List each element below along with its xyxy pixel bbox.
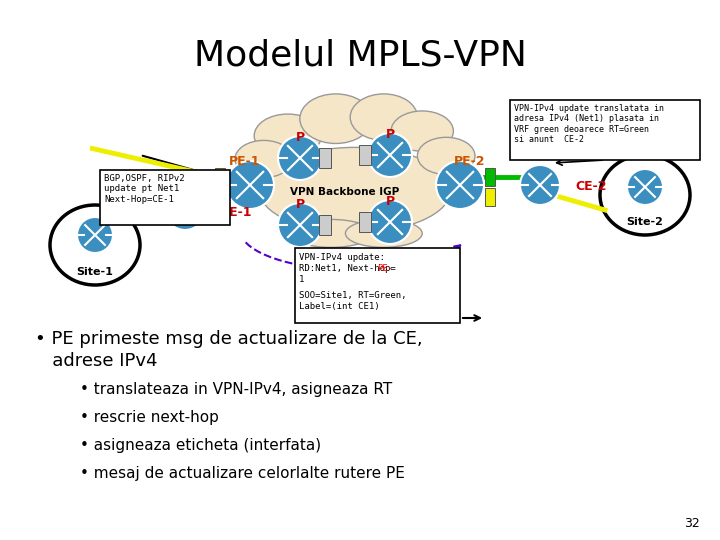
- Text: VPN-IPv4 update:: VPN-IPv4 update:: [299, 253, 385, 262]
- Bar: [485, 168, 495, 186]
- Circle shape: [278, 203, 322, 247]
- Text: P: P: [295, 131, 305, 144]
- Text: P: P: [295, 198, 305, 211]
- Ellipse shape: [418, 137, 475, 174]
- Text: RD:Net1, Next-hop=: RD:Net1, Next-hop=: [299, 264, 396, 273]
- Circle shape: [278, 136, 322, 180]
- Circle shape: [520, 165, 560, 205]
- Text: CE-1: CE-1: [220, 206, 251, 219]
- Bar: [319, 148, 331, 168]
- Ellipse shape: [50, 205, 140, 285]
- Text: PE-2: PE-2: [454, 155, 486, 168]
- Text: • translateaza in VPN-IPv4, asigneaza RT: • translateaza in VPN-IPv4, asigneaza RT: [80, 382, 392, 397]
- Text: VPN Backbone IGP: VPN Backbone IGP: [290, 187, 400, 197]
- Bar: [100, 170, 230, 225]
- Ellipse shape: [254, 114, 321, 158]
- Ellipse shape: [350, 94, 418, 140]
- Ellipse shape: [235, 140, 292, 178]
- Text: Label=(int CE1): Label=(int CE1): [299, 302, 379, 311]
- Text: CE-2: CE-2: [575, 180, 606, 193]
- Text: PE-1: PE-1: [229, 155, 261, 168]
- Text: Site-1: Site-1: [76, 267, 114, 277]
- Ellipse shape: [259, 147, 451, 233]
- Ellipse shape: [289, 219, 373, 247]
- Bar: [295, 248, 460, 323]
- Bar: [485, 188, 495, 206]
- Text: Site-2: Site-2: [626, 217, 663, 227]
- Bar: [215, 168, 225, 186]
- Circle shape: [627, 169, 663, 205]
- Circle shape: [226, 161, 274, 209]
- Text: • PE primeste msg de actualizare de la CE,: • PE primeste msg de actualizare de la C…: [35, 330, 423, 348]
- Ellipse shape: [300, 94, 372, 144]
- Bar: [215, 188, 225, 206]
- Circle shape: [368, 133, 412, 177]
- Text: P: P: [385, 128, 395, 141]
- Text: • asigneaza eticheta (interfata): • asigneaza eticheta (interfata): [80, 438, 321, 453]
- Text: • rescrie next-hop: • rescrie next-hop: [80, 410, 219, 425]
- Circle shape: [368, 200, 412, 244]
- Ellipse shape: [600, 155, 690, 235]
- Ellipse shape: [346, 219, 422, 247]
- Text: 1: 1: [299, 275, 305, 284]
- Text: PE-: PE-: [377, 264, 393, 273]
- Circle shape: [165, 190, 205, 230]
- Bar: [510, 100, 700, 160]
- Circle shape: [77, 217, 113, 253]
- Text: SOO=Site1, RT=Green,: SOO=Site1, RT=Green,: [299, 291, 407, 300]
- Text: Modelul MPLS-VPN: Modelul MPLS-VPN: [194, 38, 526, 72]
- Bar: [319, 215, 331, 235]
- Circle shape: [436, 161, 484, 209]
- Ellipse shape: [391, 111, 454, 151]
- Bar: [359, 145, 371, 165]
- Text: P: P: [385, 195, 395, 208]
- Text: adrese IPv4: adrese IPv4: [35, 352, 158, 370]
- Text: BGP,OSPF, RIPv2
update pt Net1
Next-Hop=CE-1: BGP,OSPF, RIPv2 update pt Net1 Next-Hop=…: [104, 174, 184, 204]
- Text: VPN-IPv4 update translatata in
adresa IPv4 (Net1) plasata in
VRF green deoarece : VPN-IPv4 update translatata in adresa IP…: [514, 104, 664, 144]
- Bar: [359, 212, 371, 232]
- Text: • mesaj de actualizare celorlalte rutere PE: • mesaj de actualizare celorlalte rutere…: [80, 466, 405, 481]
- Text: 32: 32: [684, 517, 700, 530]
